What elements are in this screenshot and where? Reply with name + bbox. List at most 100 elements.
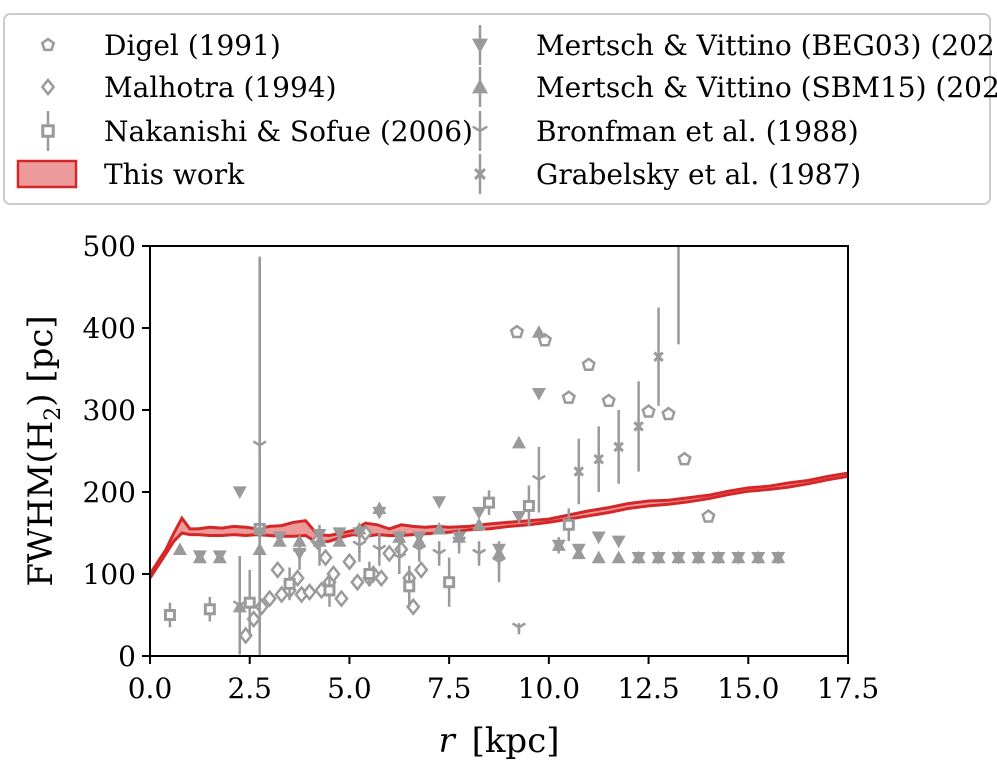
data-point: [531, 388, 546, 401]
data-point: [472, 517, 487, 531]
data-point: [674, 234, 682, 242]
data-point: [581, 357, 596, 372]
data-point: [771, 550, 786, 564]
x-tick-label: 7.5: [427, 672, 472, 705]
series-tri-down: [232, 256, 546, 655]
data-point: [711, 550, 726, 564]
data-point: [382, 544, 397, 563]
data-point: [751, 550, 766, 564]
legend-marker-pentagon: [40, 37, 56, 52]
data-point: [611, 550, 626, 564]
data-point: [372, 544, 387, 557]
data-point: [432, 548, 447, 561]
y-tick-label: 400: [83, 312, 136, 345]
data-point: [352, 540, 367, 553]
data-point: [651, 550, 666, 564]
data-point: [443, 576, 456, 589]
data-point: [511, 511, 526, 524]
legend-entry: This work: [16, 158, 245, 191]
data-point: [392, 552, 407, 565]
legend-entry: Mertsch & Vittino (SBM15) (2021): [472, 67, 997, 107]
y-axis-subscript: 2: [41, 407, 66, 421]
data-point: [593, 453, 604, 465]
x-tick-label: 12.5: [617, 672, 679, 705]
legend-entry: Grabelsky et al. (1987): [474, 154, 861, 194]
data-point: [531, 325, 546, 338]
data-point: [332, 534, 347, 547]
y-axis-main: FWHM(H: [21, 421, 61, 587]
legend-marker-triangle-up: [472, 79, 488, 94]
this-work-band: [150, 471, 848, 579]
data-point: [591, 550, 606, 564]
x-tick-label: 2.5: [227, 672, 272, 705]
series-triangle-up: [172, 325, 786, 613]
legend-entry: Bronfman et al. (1988): [472, 111, 859, 151]
legend-entry: Mertsch & Vittino (BEG03) (2021): [472, 25, 997, 65]
data-point: [452, 536, 467, 549]
data-point: [661, 406, 676, 421]
y-axis-label: FWHM(H2) [pc]: [21, 315, 66, 586]
x-tick-label: 15.0: [717, 672, 779, 705]
band-lower-edge: [150, 474, 848, 579]
legend-label: Nakanishi & Sofue (2006): [104, 115, 473, 148]
data-point: [332, 527, 347, 540]
y-tick-label: 200: [83, 476, 136, 509]
data-point: [283, 577, 296, 590]
data-point: [511, 435, 526, 449]
x-tick-label: 10.0: [518, 672, 580, 705]
legend-marker-triangle-down: [472, 38, 488, 53]
data-point: [352, 521, 367, 535]
data-point: [342, 552, 357, 571]
data-point: [412, 544, 427, 557]
data-point: [531, 474, 546, 487]
x-tick-label: 0.0: [128, 672, 173, 705]
band-fill: [150, 473, 848, 579]
data-point: [432, 496, 447, 509]
legend-band-swatch: [16, 159, 78, 189]
data-point: [323, 584, 336, 597]
data-point: [414, 560, 429, 579]
data-point: [302, 583, 317, 602]
data-point: [691, 550, 706, 564]
data-point: [633, 421, 644, 432]
x-axis-label: r [kpc]: [438, 721, 559, 761]
data-point: [403, 580, 416, 593]
data-point: [232, 600, 247, 613]
data-point: [363, 568, 376, 580]
series-x: [553, 234, 682, 554]
legend-label: Bronfman et al. (1988): [536, 115, 859, 148]
data-point: [318, 548, 333, 567]
data-point: [731, 550, 746, 564]
data-point: [163, 609, 176, 621]
data-point: [374, 569, 389, 588]
data-point: [509, 324, 525, 339]
data-point: [671, 550, 686, 564]
series-pentagon: [509, 324, 716, 523]
legend-entry: Digel (1991): [40, 29, 281, 62]
data-point: [232, 486, 247, 499]
legend-entry: Nakanishi & Sofue (2006): [41, 111, 473, 151]
axes-frame: [149, 245, 849, 657]
data-point: [372, 501, 387, 514]
data-point: [203, 603, 216, 616]
data-point: [312, 540, 327, 553]
plot-area: 0.0 2.5 5.0 7.5 10.0 12.5 15.0 17.5 0 100 200 300 40…: [83, 230, 880, 705]
y-tick-label: 100: [83, 558, 136, 591]
data-point: [522, 499, 535, 512]
data-point: [561, 390, 576, 404]
data-point: [553, 540, 565, 551]
data-point: [601, 393, 616, 408]
data-point: [212, 550, 227, 564]
y-tick-label: 500: [83, 230, 136, 263]
data-point: [262, 589, 277, 608]
legend-marker-square: [41, 124, 55, 138]
data-point: [511, 622, 526, 635]
data-point: [573, 466, 585, 477]
legend-label: This work: [104, 158, 245, 191]
data-point: [392, 530, 407, 543]
data-point: [243, 596, 256, 609]
x-axis-symbol: r: [438, 721, 456, 761]
data-point: [270, 560, 285, 579]
legend-label: Mertsch & Vittino (SBM15) (2021): [536, 71, 997, 104]
